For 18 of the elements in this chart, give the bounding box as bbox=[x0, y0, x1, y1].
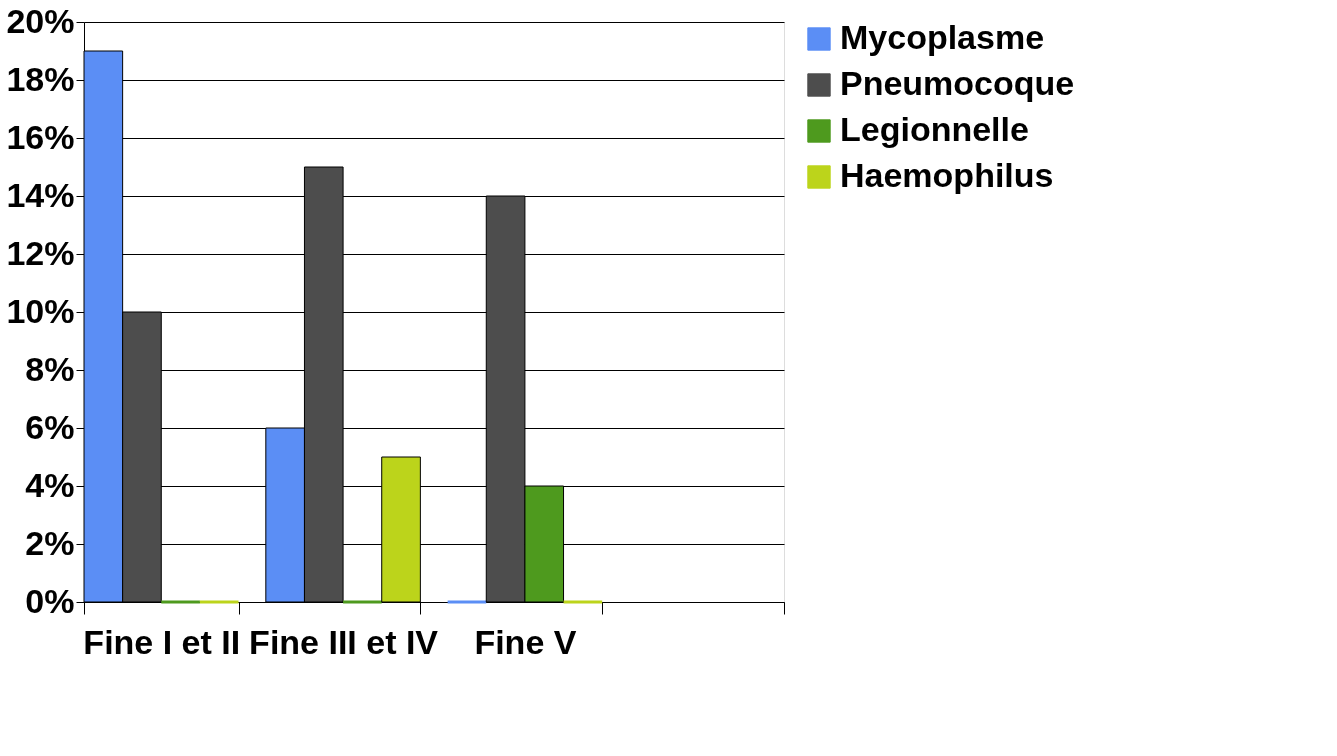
legend-label: Legionnelle bbox=[840, 110, 1029, 148]
legend-label: Haemophilus bbox=[840, 156, 1054, 194]
x-tick-label: Fine V bbox=[474, 622, 577, 661]
legend-label: Mycoplasme bbox=[840, 18, 1045, 56]
y-tick-label: 8% bbox=[25, 349, 75, 388]
x-tick-label: Fine III et IV bbox=[249, 622, 439, 661]
y-tick-label: 2% bbox=[25, 523, 75, 562]
y-tick-label: 20% bbox=[6, 1, 75, 40]
legend-label: Pneumocoque bbox=[840, 64, 1075, 102]
y-tick-label: 6% bbox=[25, 407, 75, 446]
y-tick-label: 10% bbox=[6, 291, 75, 330]
y-tick-label: 16% bbox=[6, 117, 75, 156]
y-tick-label: 18% bbox=[6, 59, 75, 98]
y-tick-label: 14% bbox=[6, 175, 75, 214]
x-tick-label: Fine I et II bbox=[83, 622, 241, 661]
y-tick-label: 0% bbox=[25, 581, 75, 620]
y-tick-label: 12% bbox=[6, 233, 75, 272]
y-tick-label: 4% bbox=[25, 465, 75, 504]
